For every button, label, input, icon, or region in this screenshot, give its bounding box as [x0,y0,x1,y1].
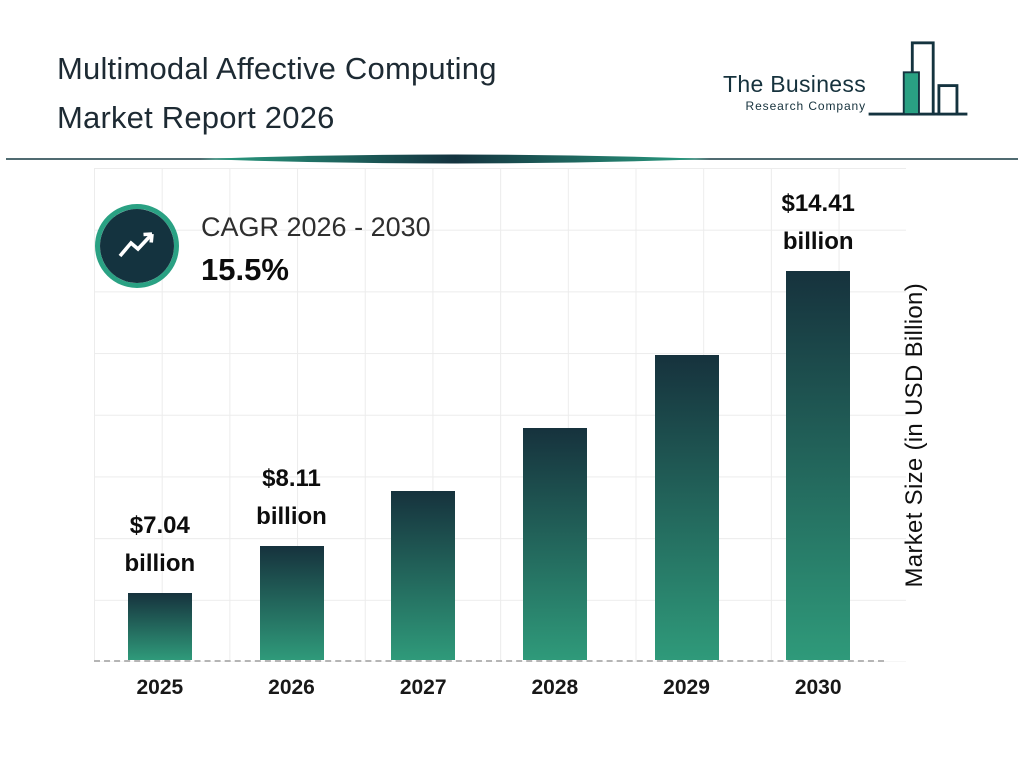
cagr-value: 15.5% [201,252,289,287]
brand-logo: The Business Research Company [723,40,968,116]
x-tick-2030: 2030 [794,676,842,699]
bar-column-2027 [357,491,489,660]
bar-2027 [391,491,456,660]
bar-value-label-2025: $7.04 billion [124,512,196,577]
y-axis-label: Market Size (in USD Billion) [901,283,928,588]
page-title: Multimodal Affective Computing Market Re… [57,44,497,142]
brand-logo-text: The Business Research Company [723,71,866,116]
divider-lens-icon [6,154,1018,164]
cagr-badge: CAGR 2026 - 2030 15.5% [95,204,431,288]
bar-value-label-2026: $8.11 billion [256,465,327,530]
bar-2028 [522,428,587,660]
bar-column-2025: $7.04 billion [94,507,226,660]
bar-value-label-2030: $14.41 billion [781,190,855,255]
brand-name: The Business [723,71,866,97]
x-tick-2025: 2025 [136,676,184,699]
bar-column-2029 [621,355,753,660]
x-tick-2027: 2027 [399,676,447,699]
bar-column-2026: $8.11 billion [226,460,358,660]
growth-arrow-badge [95,204,179,288]
brand-subname: Research Company [745,99,866,113]
header-divider [0,150,1024,168]
bar-2025 [127,593,192,660]
bar-column-2028 [489,428,621,660]
cagr-range-label: CAGR 2026 - 2030 [201,212,431,242]
plot: $7.04 billion $8.11 billion $14.41 billion [94,168,884,662]
bar-column-2030: $14.41 billion [752,185,884,660]
bar-chart-logo-icon [868,41,968,116]
title-line-1: Multimodal Affective Computing [57,51,497,86]
bar-2029 [654,355,719,660]
chart-grid [94,168,906,662]
x-axis-ticks: 2025 2026 2027 2028 2029 2030 [94,676,884,700]
cagr-text: CAGR 2026 - 2030 15.5% [201,204,431,288]
x-tick-2029: 2029 [663,676,710,699]
bar-2030 [786,271,851,660]
growth-arrow-icon [100,209,174,283]
bar-2026 [259,546,324,660]
x-tick-2028: 2028 [531,676,579,699]
x-tick-2026: 2026 [268,676,315,699]
title-line-2: Market Report 2026 [57,100,335,135]
